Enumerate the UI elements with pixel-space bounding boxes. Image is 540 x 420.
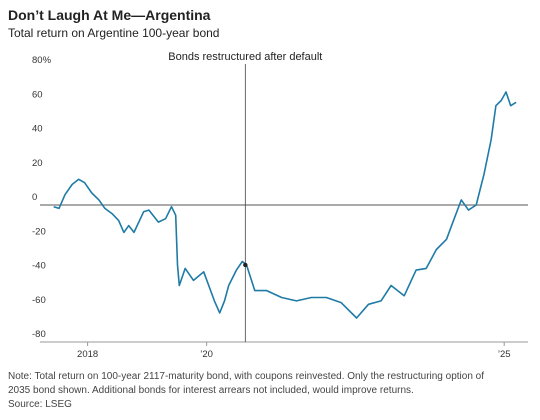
y-tick-label: -20 <box>32 226 46 237</box>
y-tick-label: 60 <box>32 89 43 100</box>
y-tick-label: 0 <box>32 192 37 203</box>
chart-title: Don’t Laugh At Me—Argentina <box>8 7 211 23</box>
x-tick-label: ’20 <box>200 349 213 360</box>
y-tick-label: 40 <box>32 124 43 135</box>
x-tick-label: 2018 <box>77 349 98 360</box>
chart-subtitle: Total return on Argentine 100-year bond <box>8 26 219 40</box>
y-tick-label: 20 <box>32 158 43 169</box>
note-line: Note: Total return on 100-year 2117-matu… <box>8 371 484 382</box>
note-line: 2035 bond shown. Additional bonds for in… <box>8 385 414 396</box>
y-tick-label: -60 <box>32 295 46 306</box>
annotation-dot <box>243 262 248 268</box>
data-line <box>53 91 517 319</box>
y-tick-label: -40 <box>32 261 46 272</box>
source: Source: LSEG <box>8 399 72 410</box>
annotation-text: Bonds restructured after default <box>168 51 322 63</box>
x-tick-label: ’25 <box>498 349 511 360</box>
y-tick-label: 80% <box>32 55 52 66</box>
y-tick-label: -80 <box>32 329 46 340</box>
